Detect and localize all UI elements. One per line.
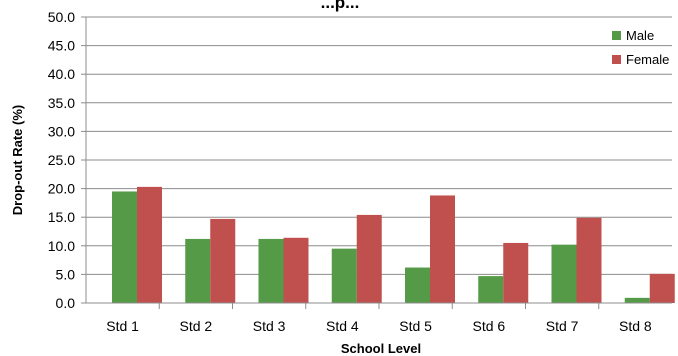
bar-female-std-1: [137, 186, 162, 303]
chart-title: ...p...: [321, 0, 360, 12]
y-tick-label: 40.0: [48, 66, 75, 82]
axes: [85, 17, 672, 304]
y-tick-label: 15.0: [48, 209, 75, 225]
bar-female-std-4: [356, 214, 382, 303]
bar-female-std-5: [430, 195, 455, 303]
y-tick-label: 5.0: [56, 266, 76, 282]
legend: Male Female: [612, 28, 669, 67]
y-tick-label: 25.0: [48, 152, 75, 168]
y-tick-label: 30.0: [48, 123, 75, 139]
bar-female-std-7: [576, 217, 602, 303]
x-tick-label: Std 6: [473, 318, 506, 334]
x-tick-label: Std 1: [106, 318, 139, 334]
x-tick-label: Std 8: [619, 318, 652, 334]
bar-male-std-2: [185, 238, 211, 303]
legend-label-male: Male: [626, 28, 654, 43]
y-tick-labels: 0.0 5.0 10.0 15.0 20.0 25.0 30.0 35.0 40.0 45.0 50…: [48, 9, 75, 311]
x-tick-label: Std 3: [253, 318, 286, 334]
bar-male-std-3: [258, 238, 284, 303]
bar-male-std-1: [112, 191, 137, 303]
x-axis-title: School Level: [341, 341, 421, 356]
bar-male-std-8: [624, 297, 650, 303]
y-tick-label: 35.0: [48, 95, 75, 111]
x-tick-labels: Std 1 Std 2 Std 3 Std 4 Std 5 Std 6 Std 7 Std 8: [106, 318, 652, 334]
y-tick-label: 10.0: [48, 238, 75, 254]
y-tick-label: 0.0: [56, 295, 76, 311]
bar-male-std-4: [331, 248, 357, 303]
legend-label-female: Female: [626, 52, 669, 67]
bars-group: [112, 186, 675, 303]
x-tick-label: Std 2: [180, 318, 213, 334]
x-tick-label: Std 5: [399, 318, 432, 334]
bar-male-std-5: [405, 267, 430, 303]
x-tick-label: Std 7: [546, 318, 579, 334]
x-tick-label: Std 4: [326, 318, 359, 334]
bar-male-std-6: [478, 276, 504, 303]
y-tick-label: 50.0: [48, 9, 75, 25]
bar-male-std-7: [551, 244, 577, 303]
legend-swatch-female: [612, 55, 621, 64]
y-tick-label: 45.0: [48, 38, 75, 54]
bar-female-std-3: [283, 237, 309, 303]
bar-female-std-2: [210, 218, 236, 303]
y-axis-title: Drop-out Rate (%): [10, 105, 25, 216]
legend-swatch-male: [612, 31, 621, 40]
bar-female-std-8: [649, 273, 675, 303]
y-tick-label: 20.0: [48, 181, 75, 197]
bar-female-std-6: [503, 242, 529, 303]
